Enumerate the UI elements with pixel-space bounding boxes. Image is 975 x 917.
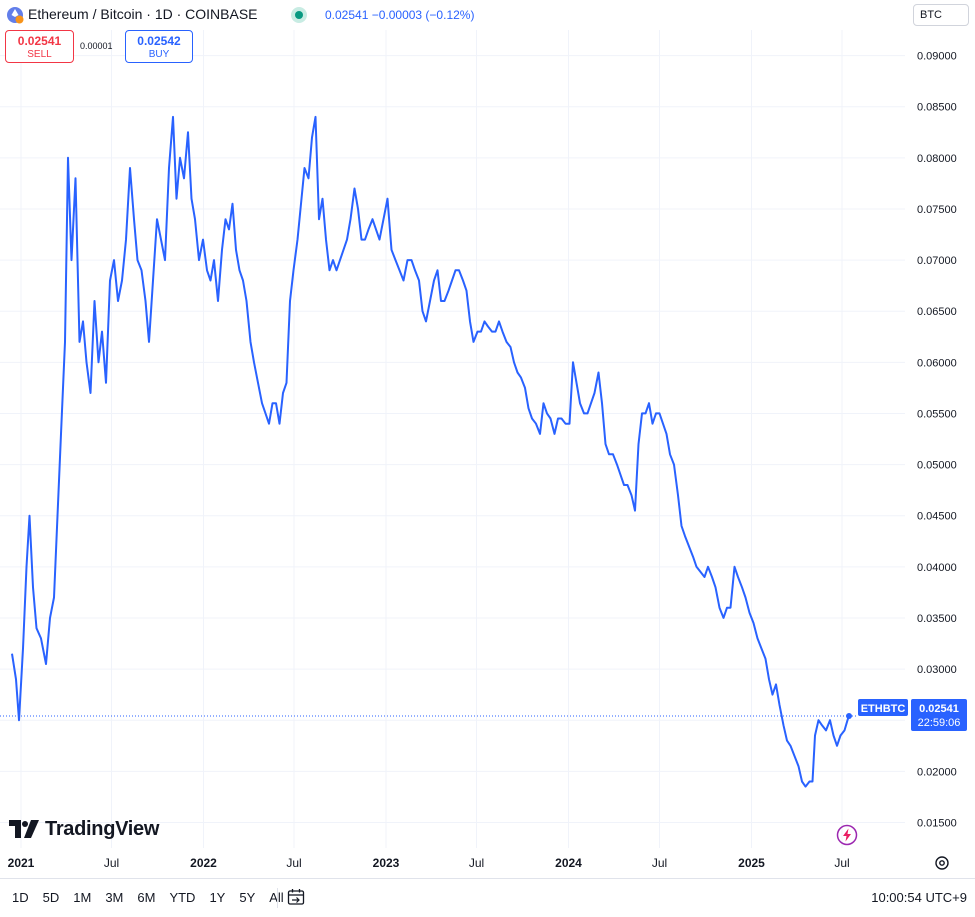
sell-label: SELL xyxy=(27,49,52,60)
y-tick-label: 0.04500 xyxy=(917,511,957,523)
last-value-box xyxy=(911,699,967,731)
x-tick-label: 2021 xyxy=(8,856,35,870)
last-price-dot xyxy=(846,712,852,719)
range-button-5d[interactable]: 5D xyxy=(42,890,60,905)
chart-header: Ethereum / Bitcoin · 1D · COINBASE 0.025… xyxy=(0,0,975,30)
countdown-text: 22:59:06 xyxy=(918,717,961,729)
x-tick-label: Jul xyxy=(286,856,301,870)
bottom-toolbar: 1D 5D 1M 3M 6M YTD 1Y 5Y All 10:00:54 UTC+9 xyxy=(0,878,975,917)
series-label-text: ETHBTC xyxy=(861,703,906,715)
x-tick-label: Jul xyxy=(834,856,849,870)
y-tick-label: 0.07000 xyxy=(917,255,957,267)
sell-price: 0.02541 xyxy=(17,34,62,48)
x-tick-label: 2025 xyxy=(738,856,765,870)
y-tick-label: 0.03000 xyxy=(917,664,957,676)
y-tick-label: 0.08500 xyxy=(917,102,957,114)
symbol-title[interactable]: Ethereum / Bitcoin · 1D · COINBASE xyxy=(28,6,258,22)
series-label-box xyxy=(858,699,908,716)
buy-label: BUY xyxy=(148,49,170,60)
range-button-all[interactable]: All xyxy=(269,890,283,905)
symbol-logo-icon xyxy=(7,7,24,24)
x-tick-label: Jul xyxy=(652,856,667,870)
lightning-icon[interactable] xyxy=(836,824,858,846)
market-open-icon xyxy=(291,7,307,23)
range-button-1m[interactable]: 1M xyxy=(73,890,92,905)
spread-value: 0.00001 xyxy=(80,41,113,51)
x-tick-label: Jul xyxy=(104,856,119,870)
buy-button[interactable]: 0.02542 BUY xyxy=(125,30,193,63)
sell-button[interactable]: 0.02541 SELL xyxy=(5,30,74,63)
x-tick-label: Jul xyxy=(469,856,484,870)
buy-price: 0.02542 xyxy=(137,34,181,48)
tradingview-logo[interactable]: TradingView xyxy=(9,817,159,841)
y-tick-label: 0.04000 xyxy=(917,562,957,574)
y-tick-label: 0.05500 xyxy=(917,408,957,420)
range-button-5y[interactable]: 5Y xyxy=(239,890,256,905)
y-tick-label: 0.09000 xyxy=(917,51,957,63)
toolbar-divider xyxy=(277,888,278,908)
y-tick-label: 0.01500 xyxy=(917,817,957,829)
y-tick-label: 0.07500 xyxy=(917,204,957,216)
range-selector: 1D 5D 1M 3M 6M YTD 1Y 5Y All xyxy=(12,890,298,905)
range-button-6m[interactable]: 6M xyxy=(137,890,156,905)
range-button-1d[interactable]: 1D xyxy=(12,890,29,905)
clock-timezone[interactable]: 10:00:54 UTC+9 xyxy=(871,890,967,905)
x-tick-label: 2024 xyxy=(555,856,582,870)
y-tick-label: 0.02000 xyxy=(917,766,957,778)
calendar-goto-icon[interactable] xyxy=(286,887,306,907)
range-button-ytd[interactable]: YTD xyxy=(169,890,196,905)
y-tick-label: 0.05000 xyxy=(917,460,957,472)
x-tick-label: 2022 xyxy=(190,856,217,870)
time-axis[interactable]: 2021 Jul 2022 Jul 2023 Jul 2024 Jul 2025 Jul xyxy=(8,856,850,870)
currency-button[interactable]: BTC xyxy=(913,4,969,26)
y-tick-label: 0.08000 xyxy=(917,153,957,165)
range-button-3m[interactable]: 3M xyxy=(105,890,124,905)
last-price-label: ETHBTC 0.02541 22:59:06 xyxy=(858,699,967,731)
y-tick-label: 0.06000 xyxy=(917,357,957,369)
x-tick-label: 2023 xyxy=(373,856,400,870)
y-tick-label: 0.03500 xyxy=(917,613,957,625)
tradingview-logo-icon xyxy=(9,820,39,838)
quote-values: 0.02541 −0.00003 (−0.12%) xyxy=(325,8,475,22)
chart-grid xyxy=(0,30,905,848)
price-series-line xyxy=(11,115,850,788)
tradingview-logo-text: TradingView xyxy=(45,817,160,840)
last-value-text: 0.02541 xyxy=(919,703,959,715)
gear-icon[interactable] xyxy=(934,855,950,871)
range-button-1y[interactable]: 1Y xyxy=(209,890,226,905)
y-tick-label: 0.06500 xyxy=(917,306,957,318)
